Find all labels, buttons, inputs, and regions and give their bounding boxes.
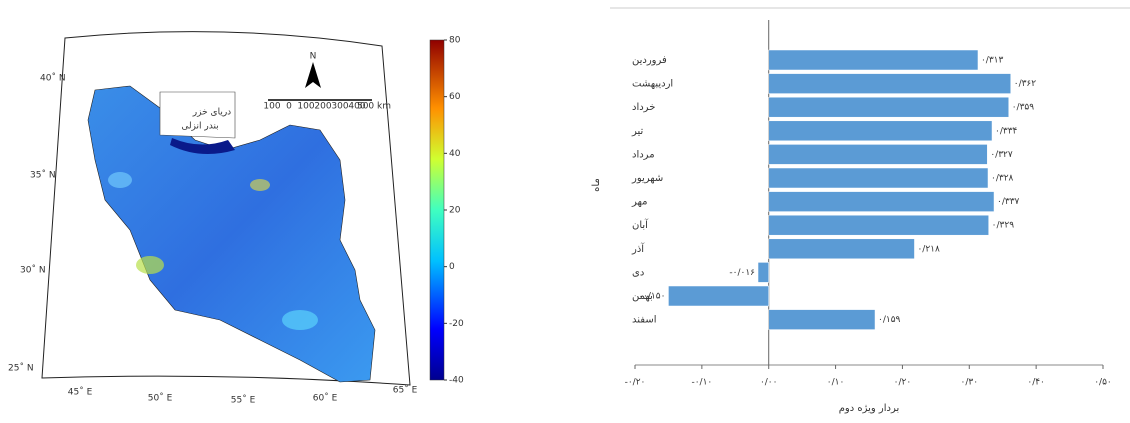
- map-patch: [136, 256, 164, 274]
- x-tick-label: -۰/۱۰: [691, 378, 712, 388]
- colorbar-tick-label: -40: [449, 376, 464, 386]
- lon-label: 45˚ E: [68, 387, 93, 398]
- category-label: شهریور: [631, 173, 663, 184]
- bar: [769, 121, 992, 141]
- category-label: اسفند: [632, 315, 656, 326]
- lat-label: 30˚ N: [20, 265, 46, 276]
- scale-label: 500 km: [357, 102, 391, 112]
- north-label: N: [310, 52, 317, 62]
- scale-label: 300: [331, 102, 348, 112]
- value-label: ۰/۳۵۹: [1012, 103, 1035, 113]
- bar: [769, 144, 988, 164]
- lon-label: 55˚ E: [231, 395, 256, 406]
- value-label: -۰/۰۱۶: [729, 268, 755, 278]
- bar: [769, 239, 915, 259]
- x-tick-label: -۰/۲۰: [625, 378, 646, 388]
- value-label: ۰/۳۲۹: [992, 221, 1015, 231]
- x-tick-label: ۰/۰۰: [760, 378, 778, 388]
- annotation: دریای خزر: [192, 108, 231, 118]
- value-label: ۰/۱۵۹: [878, 315, 901, 325]
- category-label: اردیبهشت: [632, 79, 673, 90]
- bar: [769, 310, 875, 330]
- value-label: ۰/۳۳۷: [997, 197, 1020, 207]
- colorbar-tick-label: 60: [449, 92, 461, 102]
- x-tick-label: ۰/۴۰: [1027, 378, 1045, 388]
- x-tick-label: ۰/۱۰: [827, 378, 845, 388]
- bar: [769, 192, 994, 212]
- map-patch: [282, 310, 318, 330]
- value-label: ۰/۲۱۸: [917, 244, 940, 254]
- bar: [758, 262, 769, 282]
- colorbar-tick-label: 40: [449, 149, 461, 159]
- x-tick-label: ۰/۲۰: [894, 378, 912, 388]
- x-tick-label: ۰/۳۰: [961, 378, 979, 388]
- category-label: آبان: [632, 218, 649, 231]
- value-label: ۰/۳۱۳: [981, 56, 1004, 66]
- value-label: -۰/۱۵۰: [640, 292, 666, 302]
- lon-label: 50˚ E: [148, 393, 173, 404]
- colorbar-tick-label: 80: [449, 36, 461, 46]
- bar: [769, 50, 978, 70]
- colorbar-tick-label: 20: [449, 206, 461, 216]
- bar: [769, 74, 1011, 94]
- bar: [769, 168, 988, 188]
- colorbar: [430, 40, 444, 380]
- category-label: آذر: [631, 242, 645, 255]
- scale-label: 0: [286, 102, 292, 112]
- lat-label: 35˚ N: [30, 170, 56, 181]
- value-label: ۰/۳۳۴: [995, 126, 1018, 136]
- x-tick-label: ۰/۵۰: [1094, 378, 1112, 388]
- lon-label: 60˚ E: [313, 393, 338, 404]
- annotation: بندر انزلی: [181, 122, 218, 132]
- category-label: فروردین: [632, 55, 667, 66]
- scale-label: 200: [314, 102, 331, 112]
- lon-label: 65˚ E: [393, 385, 418, 396]
- lat-label: 25˚ N: [8, 363, 34, 374]
- value-label: ۰/۳۶۲: [1014, 79, 1037, 89]
- scale-label: 100: [263, 102, 280, 112]
- category-label: خرداد: [632, 102, 655, 113]
- category-label: مرداد: [632, 149, 655, 160]
- value-label: ۰/۳۲۷: [990, 150, 1013, 160]
- scale-label: 100: [297, 102, 314, 112]
- bar: [769, 215, 989, 235]
- y-axis-title: ماه: [591, 178, 602, 192]
- category-label: تیر: [631, 126, 644, 137]
- colorbar-tick-label: 0: [449, 262, 455, 272]
- map-patch: [250, 179, 270, 191]
- bar: [668, 286, 768, 306]
- category-label: دی: [632, 267, 644, 278]
- lat-label: 40˚ N: [40, 73, 66, 84]
- value-label: ۰/۳۲۸: [991, 174, 1014, 184]
- x-axis-title: بردار ویژه دوم: [839, 403, 900, 414]
- bar: [769, 97, 1009, 117]
- colorbar-tick-label: -20: [449, 319, 464, 329]
- map-patch: [108, 172, 132, 188]
- map-panel: [42, 32, 444, 385]
- figure: 806040200-20-4040˚ N35˚ N30˚ N25˚ N45˚ E…: [0, 0, 1130, 423]
- category-label: مهر: [631, 197, 647, 208]
